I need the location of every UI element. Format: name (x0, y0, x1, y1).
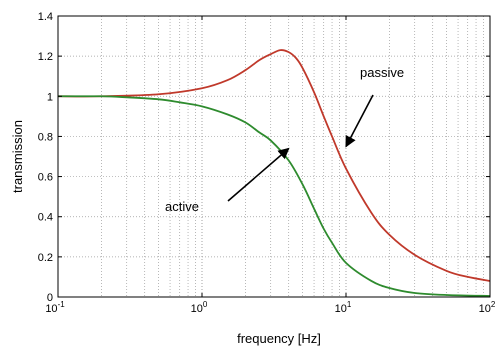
active-curve (57, 95, 491, 297)
y-axis-label: transmission (10, 120, 25, 193)
y-tick-label: 0.6 (38, 172, 53, 184)
x-tick-label: 102 (479, 300, 496, 315)
series-layer (57, 49, 491, 297)
annotation-arrow (345, 94, 374, 148)
x-axis-label: frequency [Hz] (237, 331, 321, 346)
x-tick-label: 10-1 (45, 300, 65, 315)
y-tick-label: 1.4 (38, 11, 53, 23)
y-tick-label: 0.8 (38, 131, 53, 143)
label-layer: frequency [Hz] transmission (10, 120, 321, 346)
y-tick-label: 0 (47, 292, 53, 304)
annotation-arrow (227, 147, 290, 202)
annotation-layer: passive active (165, 65, 404, 214)
tick-layer: 0 0.2 0.4 0.6 0.8 1 1.2 1.4 10-1 100 101 102 (38, 11, 496, 315)
y-tick-label: 1 (47, 91, 53, 103)
y-tick-label: 1.2 (38, 51, 53, 63)
y-tick-label: 0.2 (38, 252, 53, 264)
annotation-passive: passive (360, 65, 404, 80)
annotation-active: active (165, 199, 199, 214)
y-tick-label: 0.4 (38, 212, 53, 224)
x-tick-label: 101 (335, 300, 352, 315)
x-tick-label: 100 (191, 300, 208, 315)
plot-frame (57, 15, 491, 298)
passive-curve (57, 49, 491, 282)
grid-layer (58, 16, 490, 297)
